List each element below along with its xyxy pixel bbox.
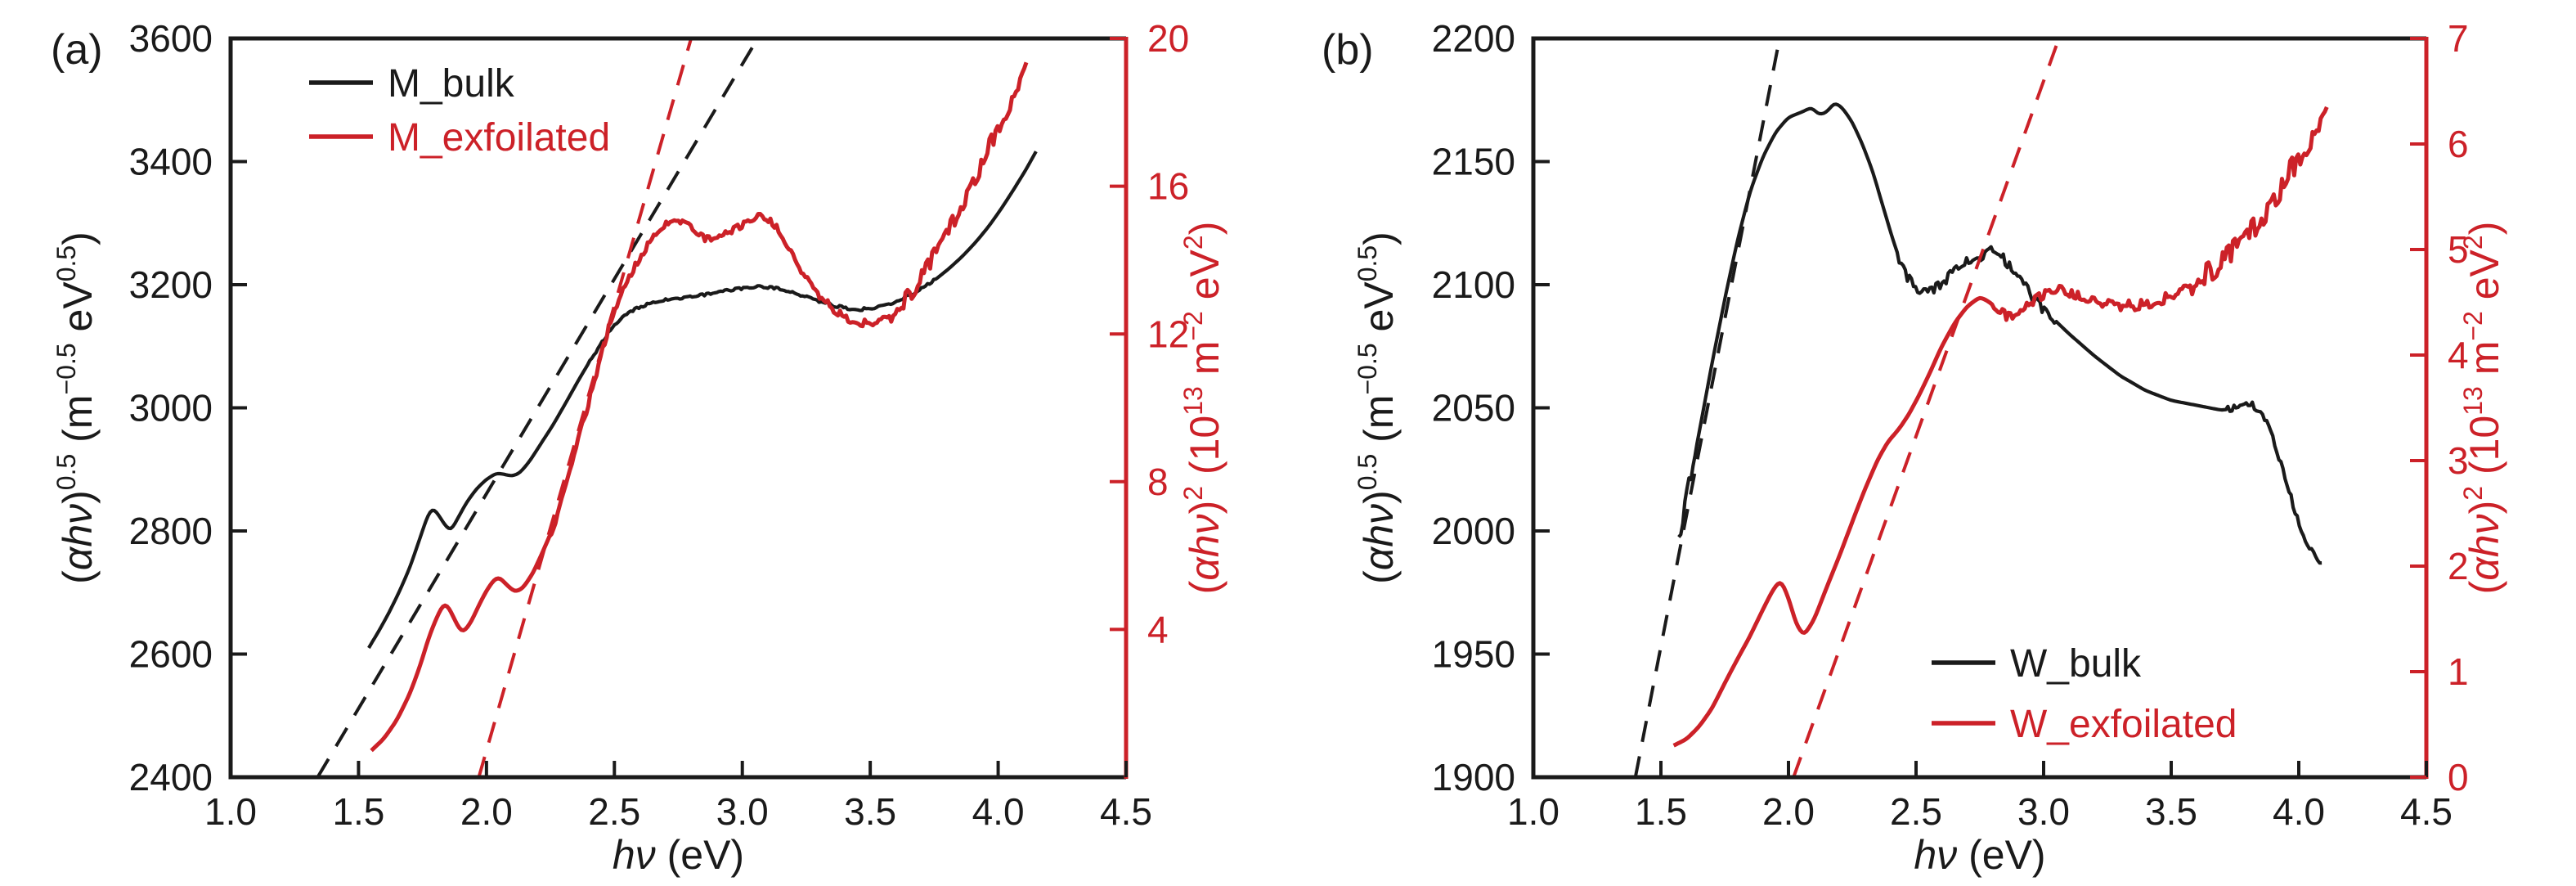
panel-tag: (b) <box>1322 26 1374 74</box>
y-right-axis-label: (αhν)2 (1013 m−2 eV2) <box>1178 222 1227 595</box>
x-tick-label: 4.5 <box>2400 790 2453 833</box>
y-right-tick-label: 2 <box>2448 545 2469 587</box>
y-right-tick-label: 1 <box>2448 650 2469 693</box>
series-w-bulk-tauc-extrapolation <box>1633 38 1782 777</box>
legend-label: W_exfoilated <box>2010 703 2237 746</box>
x-tick-label: 1.0 <box>204 790 257 833</box>
x-tick-label: 2.5 <box>588 790 640 833</box>
y-right-tick-label: 16 <box>1147 165 1189 208</box>
y-left-tick-label: 2600 <box>129 633 213 676</box>
plot-frame <box>1531 36 2426 780</box>
plot-frame <box>228 36 1126 780</box>
x-tick-label: 3.0 <box>716 790 769 833</box>
legend-label: M_exfoilated <box>388 116 610 160</box>
series-m-exfoilated <box>370 61 1029 753</box>
y-left-tick-label: 2150 <box>1432 141 1515 183</box>
y-left-tick-label: 3000 <box>129 387 213 430</box>
y-right-axis-label: (αhν)2 (1013 m−2 eV2) <box>2458 222 2507 595</box>
x-tick-label: 3.5 <box>2145 790 2197 833</box>
y-right-tick-label: 12 <box>1147 313 1189 355</box>
x-tick-label: 4.5 <box>1100 790 1152 833</box>
x-tick-label: 2.0 <box>1762 790 1815 833</box>
y-right-tick-label: 8 <box>1147 461 1169 503</box>
y-left-tick-label: 2050 <box>1432 387 1515 430</box>
series-group <box>1633 38 2329 777</box>
x-tick-label: 3.5 <box>844 790 896 833</box>
y-left-tick-label: 1900 <box>1432 756 1515 798</box>
y-right-tick-label: 20 <box>1147 17 1189 60</box>
y-left-tick-label: 2200 <box>1432 17 1515 60</box>
x-tick-label: 1.5 <box>1635 790 1687 833</box>
legend: M_bulk M_exfoilated <box>309 62 610 160</box>
y-left-tick-label: 2400 <box>129 756 213 798</box>
series-m-exfoilated-tauc-extrapolation <box>477 38 693 777</box>
x-tick-label: 2.0 <box>460 790 513 833</box>
panel-tag: (a) <box>51 26 103 74</box>
y-right-tick-label: 4 <box>1147 609 1169 651</box>
y-left-tick-label: 3400 <box>129 141 213 183</box>
x-axis-label: hν (eV) <box>613 832 744 878</box>
legend: W_bulk W_exfoilated <box>1932 642 2237 746</box>
y-left-tick-label: 3600 <box>129 17 213 60</box>
legend-label: W_bulk <box>2010 642 2142 686</box>
series-m-bulk <box>367 151 1038 650</box>
y-right-tick-label: 5 <box>2448 228 2469 271</box>
y-right-tick-label: 0 <box>2448 756 2469 798</box>
x-tick-label: 1.5 <box>332 790 384 833</box>
y-left-tick-label: 3200 <box>129 263 213 306</box>
x-tick-label: 4.0 <box>972 790 1025 833</box>
series-w-bulk <box>1677 102 2322 565</box>
y-right-tick-label: 7 <box>2448 17 2469 60</box>
x-axis-label: hν (eV) <box>1914 832 2045 878</box>
x-tick-label: 3.0 <box>2017 790 2070 833</box>
series-w-exfoilated-tauc-extrapolation <box>1792 38 2061 777</box>
y-left-tick-label: 2000 <box>1432 510 1515 552</box>
x-tick-label: 4.0 <box>2273 790 2325 833</box>
y-left-tick-label: 1950 <box>1432 633 1515 676</box>
panel-b: (b) 1.0 1.5 2.0 2.5 3.0 3.5 4.0 4.5 1900 1950 2000 2… <box>1322 17 2507 878</box>
y-left-axis-label: (αhν)0.5 (m−0.5 eV0.5) <box>1353 232 1402 584</box>
y-left-axis-label: (αhν)0.5 (m−0.5 eV0.5) <box>52 232 101 584</box>
legend-label: M_bulk <box>388 62 515 106</box>
series-group <box>316 38 1038 777</box>
y-right-tick-label: 3 <box>2448 439 2469 482</box>
x-tick-label: 2.5 <box>1890 790 1942 833</box>
y-left-tick-label: 2100 <box>1432 263 1515 306</box>
y-right-tick-label: 4 <box>2448 334 2469 376</box>
y-right-tick-label: 6 <box>2448 123 2469 165</box>
series-w-exfoilated <box>1672 106 2329 748</box>
y-left-tick-label: 2800 <box>129 510 213 552</box>
panel-a: (a) 1.0 1.5 2.0 2.5 3.0 3.5 4.0 4.5 2400 2600 2800 3… <box>51 17 1227 878</box>
x-tick-label: 1.0 <box>1507 790 1560 833</box>
